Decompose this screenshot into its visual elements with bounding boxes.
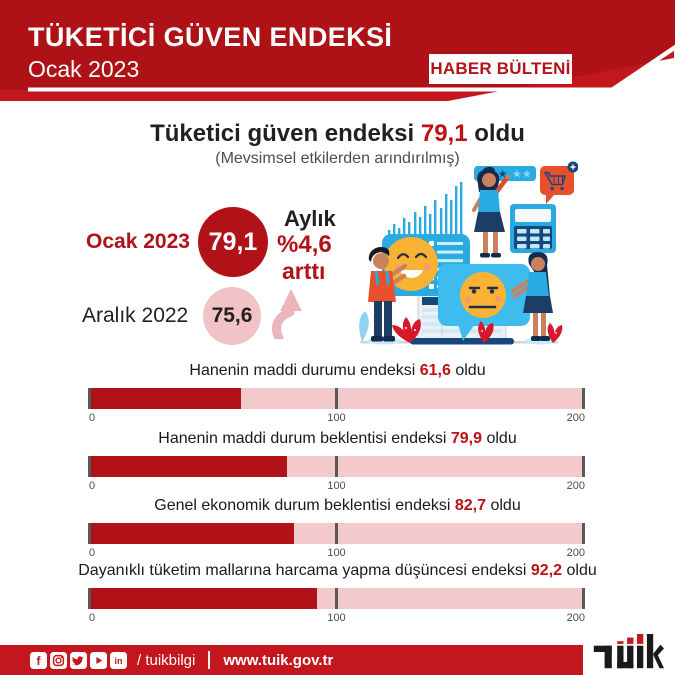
bar-fill bbox=[88, 523, 294, 544]
axis-label: 100 bbox=[327, 480, 346, 492]
bar-suffix: oldu bbox=[562, 562, 597, 579]
bar-track bbox=[88, 388, 585, 409]
headline-suffix: oldu bbox=[467, 120, 525, 147]
bar-track bbox=[88, 456, 585, 477]
change-percent: %4,6 bbox=[277, 231, 332, 258]
bar-title: Hanenin maddi durum beklentisi endeksi 7… bbox=[0, 430, 675, 448]
axis-label: 100 bbox=[327, 412, 346, 424]
tick-0 bbox=[88, 456, 91, 477]
tick-200 bbox=[582, 523, 585, 544]
axis-labels: 0 100 200 bbox=[88, 412, 585, 425]
change-verb: arttı bbox=[282, 258, 326, 284]
bar-fill bbox=[88, 388, 242, 409]
axis-labels: 0 100 200 bbox=[88, 480, 585, 493]
news-bulletin-badge: HABER BÜLTENİ bbox=[429, 54, 572, 84]
headline-prefix: Tüketici güven endeksi bbox=[150, 120, 421, 147]
index-bar-row: Dayanıklı tüketim mallarına harcama yapm… bbox=[0, 562, 675, 626]
seasonal-adjustment-note: (Mevsimsel etkilerden arındırılmış) bbox=[215, 150, 460, 167]
bar-label: Hanenin maddi durum beklentisi endeksi bbox=[158, 430, 451, 447]
social-icons: f in bbox=[30, 651, 127, 669]
previous-value: 75,6 bbox=[211, 304, 253, 327]
axis-labels: 0 100 200 bbox=[88, 547, 585, 560]
axis-labels: 0 100 200 bbox=[88, 612, 585, 625]
footer-divider bbox=[208, 651, 211, 669]
bar-label: Dayanıklı tüketim mallarına harcama yapm… bbox=[78, 562, 531, 579]
bar-fill bbox=[88, 588, 318, 609]
shopping-cart-icon bbox=[540, 161, 578, 204]
report-title: TÜKETİCİ GÜVEN ENDEKSİ bbox=[28, 22, 393, 52]
tick-100 bbox=[335, 388, 338, 409]
tuik-logo bbox=[593, 634, 664, 669]
previous-value-circle: 75,6 bbox=[203, 287, 261, 345]
axis-label: 0 bbox=[89, 612, 96, 624]
axis-label: 0 bbox=[89, 412, 96, 424]
axis-label: 200 bbox=[566, 480, 585, 492]
current-value: 79,1 bbox=[208, 227, 258, 256]
tick-200 bbox=[582, 588, 585, 609]
bar-suffix: oldu bbox=[486, 497, 521, 514]
axis-label: 0 bbox=[89, 480, 96, 492]
axis-label: 200 bbox=[566, 547, 585, 559]
headline-value: 79,1 bbox=[420, 120, 468, 147]
tick-0 bbox=[88, 388, 91, 409]
tick-200 bbox=[582, 456, 585, 477]
tick-200 bbox=[582, 388, 585, 409]
bar-suffix: oldu bbox=[450, 362, 486, 379]
increase-arrow-icon bbox=[272, 289, 302, 339]
youtube-icon[interactable] bbox=[90, 651, 107, 669]
bar-track bbox=[88, 588, 585, 609]
tick-100 bbox=[335, 523, 338, 544]
person-right bbox=[511, 252, 553, 341]
change-word: Aylık bbox=[284, 206, 336, 231]
bar-value: 61,6 bbox=[419, 362, 451, 379]
svg-text:★★: ★★ bbox=[512, 168, 532, 181]
twitter-icon[interactable] bbox=[70, 651, 87, 669]
current-month-label: Ocak 2023 bbox=[86, 230, 190, 253]
bar-label: Genel ekonomik durum beklentisi endeksi bbox=[154, 497, 455, 514]
person-left bbox=[368, 246, 408, 342]
tick-100 bbox=[335, 456, 338, 477]
bar-value: 82,7 bbox=[454, 497, 487, 514]
tick-0 bbox=[88, 523, 91, 544]
linkedin-icon[interactable]: in bbox=[110, 651, 127, 669]
bar-fill bbox=[88, 456, 287, 477]
bar-title: Genel ekonomik durum beklentisi endeksi … bbox=[0, 497, 675, 515]
bar-track bbox=[88, 523, 585, 544]
social-handle[interactable]: / tuikbilgi bbox=[137, 651, 196, 669]
current-value-circle: 79,1 bbox=[198, 207, 268, 277]
svg-text:f: f bbox=[37, 654, 42, 668]
bar-title: Dayanıklı tüketim mallarına harcama yapm… bbox=[0, 562, 675, 580]
tick-0 bbox=[88, 588, 91, 609]
bar-value: 79,9 bbox=[450, 430, 483, 447]
website-link[interactable]: www.tuik.gov.tr bbox=[223, 651, 334, 669]
plant-leaves bbox=[392, 317, 563, 343]
instagram-icon[interactable] bbox=[50, 651, 67, 669]
neutral-emoji-icon bbox=[460, 272, 506, 318]
axis-label: 100 bbox=[327, 612, 346, 624]
axis-label: 200 bbox=[566, 412, 585, 424]
person-top bbox=[472, 166, 511, 258]
axis-label: 200 bbox=[566, 612, 585, 624]
previous-month-label: Aralık 2022 bbox=[82, 304, 189, 327]
index-bar-row: Hanenin maddi durum beklentisi endeksi 7… bbox=[0, 430, 675, 494]
index-bar-row: Genel ekonomik durum beklentisi endeksi … bbox=[0, 497, 675, 561]
tick-100 bbox=[335, 588, 338, 609]
headline: Tüketici güven endeksi 79,1 oldu bbox=[0, 120, 675, 148]
bar-suffix: oldu bbox=[482, 430, 517, 447]
axis-label: 0 bbox=[89, 547, 96, 559]
consumer-illustration: ★★★ ★★ bbox=[359, 161, 578, 345]
facebook-icon[interactable]: f bbox=[30, 651, 47, 669]
bar-title: Hanenin maddi durumu endeksi 61,6 oldu bbox=[0, 362, 675, 380]
calculator-icon bbox=[510, 204, 556, 253]
footer-band: f in / tuikbilgi www.tuik.gov. bbox=[0, 645, 583, 675]
index-bar-row: Hanenin maddi durumu endeksi 61,6 oldu 0… bbox=[0, 362, 675, 426]
axis-label: 100 bbox=[327, 547, 346, 559]
bar-value: 92,2 bbox=[530, 562, 563, 579]
svg-text:in: in bbox=[115, 656, 123, 666]
report-period: Ocak 2023 bbox=[28, 56, 140, 82]
blue-plant bbox=[359, 311, 369, 342]
bar-label: Hanenin maddi durumu endeksi bbox=[189, 362, 420, 379]
